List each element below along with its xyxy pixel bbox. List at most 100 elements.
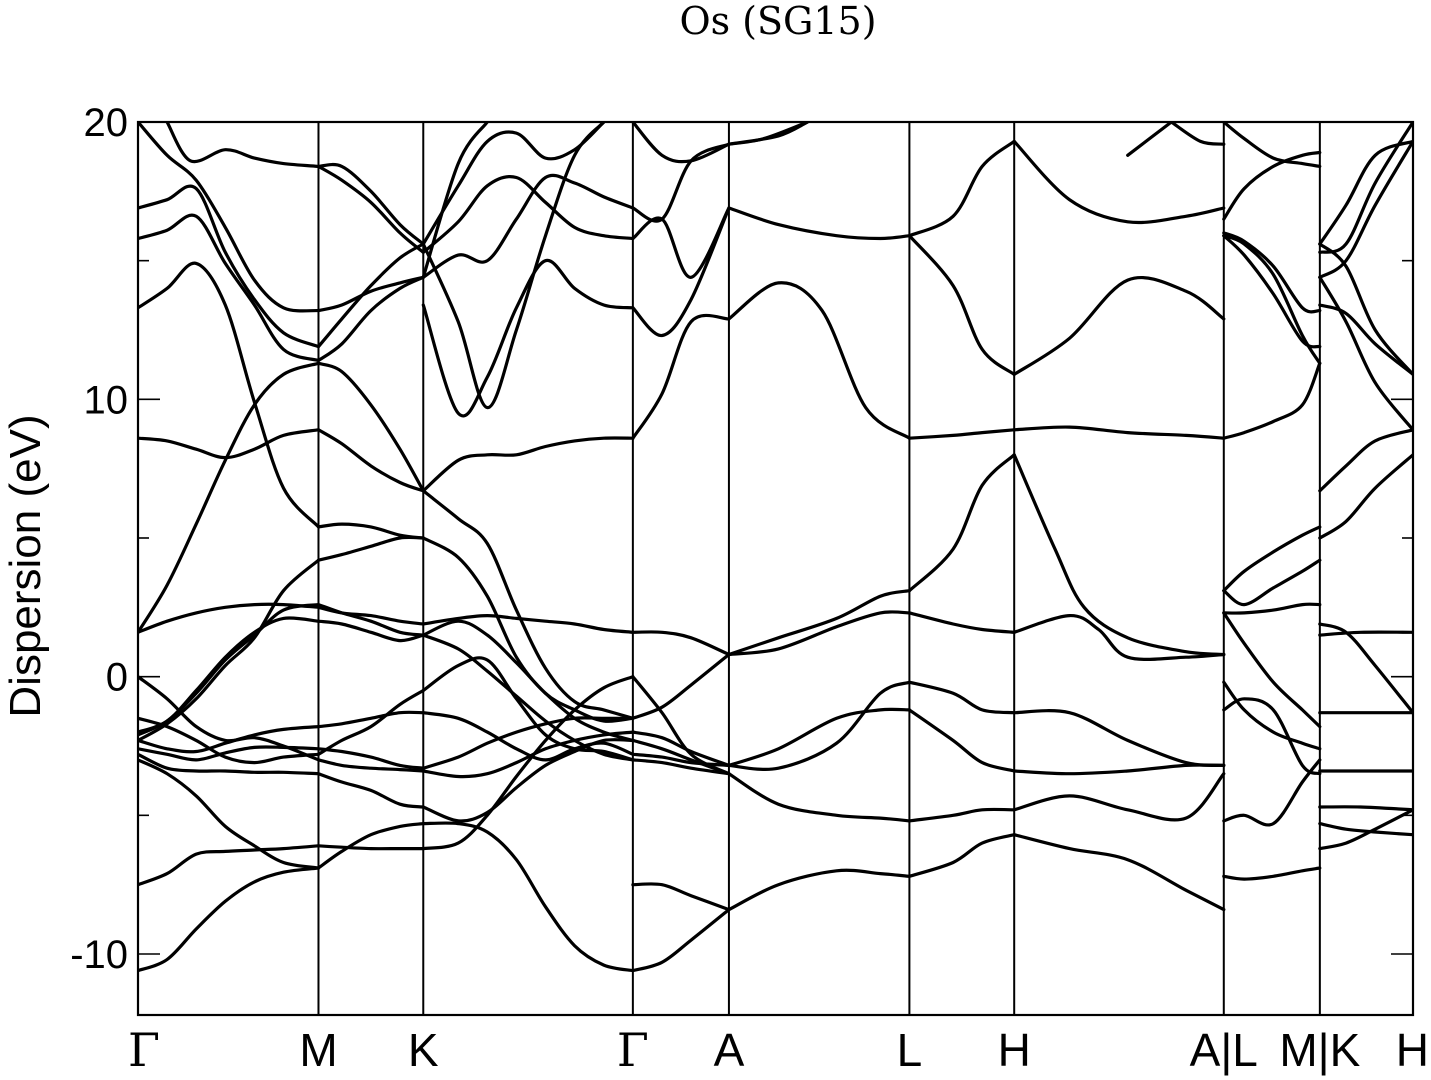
band-line bbox=[316, 162, 425, 246]
k-point-label: M|K bbox=[1279, 1024, 1360, 1076]
band-line bbox=[138, 261, 321, 529]
band-line bbox=[421, 122, 606, 410]
band-line bbox=[631, 758, 731, 776]
band-line bbox=[727, 589, 911, 657]
band-line bbox=[631, 652, 731, 720]
band-line bbox=[1222, 697, 1322, 776]
band-line bbox=[727, 772, 911, 823]
band-line bbox=[421, 711, 635, 762]
band-line bbox=[138, 122, 321, 313]
band-line bbox=[1318, 630, 1413, 637]
band-line bbox=[1012, 763, 1226, 776]
band-line bbox=[421, 821, 635, 973]
band-line bbox=[316, 522, 425, 540]
band-line bbox=[1012, 833, 1226, 912]
band-line bbox=[138, 184, 321, 349]
band-line bbox=[138, 616, 321, 734]
band-line bbox=[1222, 602, 1322, 615]
band-line bbox=[631, 730, 731, 767]
band-line bbox=[316, 688, 425, 756]
band-line bbox=[1318, 275, 1413, 432]
k-point-label: Γ bbox=[617, 1023, 649, 1077]
band-line bbox=[316, 747, 425, 770]
band-line bbox=[138, 361, 321, 634]
band-line bbox=[907, 453, 1016, 593]
band-line bbox=[316, 275, 425, 363]
band-line bbox=[727, 868, 911, 912]
k-point-label: K bbox=[408, 1024, 439, 1076]
band-line bbox=[421, 656, 635, 762]
band-line bbox=[631, 675, 731, 776]
band-line bbox=[138, 725, 321, 754]
band-line bbox=[316, 361, 425, 493]
band-line bbox=[421, 633, 635, 762]
band-line bbox=[316, 164, 425, 254]
band-line bbox=[421, 614, 635, 634]
y-tick-label: 0 bbox=[106, 656, 128, 700]
band-line bbox=[631, 908, 731, 973]
band-line bbox=[1318, 139, 1413, 246]
band-line bbox=[1222, 525, 1322, 593]
band-line bbox=[138, 752, 321, 776]
band-line bbox=[907, 139, 1016, 238]
band-line bbox=[1012, 139, 1226, 225]
band-line bbox=[316, 603, 425, 637]
k-point-label: Γ bbox=[128, 1023, 160, 1077]
plot-frame bbox=[136, 120, 1415, 1017]
band-line bbox=[631, 630, 731, 657]
band-line bbox=[1318, 622, 1413, 715]
y-tick-label: 20 bbox=[84, 101, 129, 145]
band-line bbox=[1318, 303, 1413, 376]
band-line bbox=[138, 675, 321, 762]
band-line bbox=[1012, 613, 1226, 661]
band-line bbox=[421, 173, 635, 279]
band-line bbox=[1222, 866, 1322, 881]
band-line bbox=[421, 619, 635, 742]
band-line bbox=[1126, 122, 1173, 157]
band-line bbox=[1169, 122, 1226, 146]
band-line bbox=[1012, 425, 1226, 440]
band-line bbox=[727, 206, 911, 241]
band-line bbox=[1318, 808, 1413, 851]
band-line bbox=[138, 603, 321, 737]
y-axis-ticks: 20 10 0 -10 bbox=[70, 101, 1413, 977]
band-line bbox=[1012, 453, 1226, 657]
band-line bbox=[1222, 611, 1322, 729]
band-line bbox=[1222, 150, 1322, 221]
band-line bbox=[138, 558, 321, 742]
band-line bbox=[1318, 805, 1413, 812]
band-line bbox=[316, 710, 425, 729]
band-line bbox=[631, 142, 731, 223]
band-line bbox=[1012, 709, 1226, 768]
band-line bbox=[907, 680, 1016, 715]
band-line bbox=[421, 675, 635, 851]
band-line bbox=[316, 822, 425, 870]
band-line bbox=[907, 611, 1016, 634]
band-line bbox=[316, 605, 425, 626]
y-axis-label: Dispersion (eV) bbox=[1, 414, 50, 717]
k-point-label: H bbox=[1396, 1024, 1429, 1076]
band-line bbox=[1222, 558, 1322, 607]
band-line bbox=[421, 536, 635, 723]
band-line bbox=[421, 122, 489, 279]
y-tick-label: -10 bbox=[70, 933, 128, 977]
band-line bbox=[138, 866, 321, 973]
band-line bbox=[907, 833, 1016, 878]
band-line bbox=[421, 174, 635, 254]
chart-title: Os (SG15) bbox=[679, 0, 876, 43]
band-line bbox=[165, 122, 321, 168]
band-line bbox=[421, 259, 635, 418]
band-line bbox=[1012, 275, 1226, 376]
y-tick-label: 10 bbox=[84, 378, 129, 422]
band-line bbox=[138, 602, 321, 634]
band-line bbox=[631, 752, 731, 767]
band-line bbox=[421, 489, 635, 720]
band-line bbox=[631, 206, 731, 338]
k-point-labels: Γ M K Γ A L H A|L M|K H bbox=[128, 1023, 1429, 1077]
band-line bbox=[1318, 822, 1413, 837]
band-line bbox=[631, 313, 731, 440]
k-point-label: A bbox=[714, 1024, 745, 1076]
band-line bbox=[727, 707, 911, 767]
